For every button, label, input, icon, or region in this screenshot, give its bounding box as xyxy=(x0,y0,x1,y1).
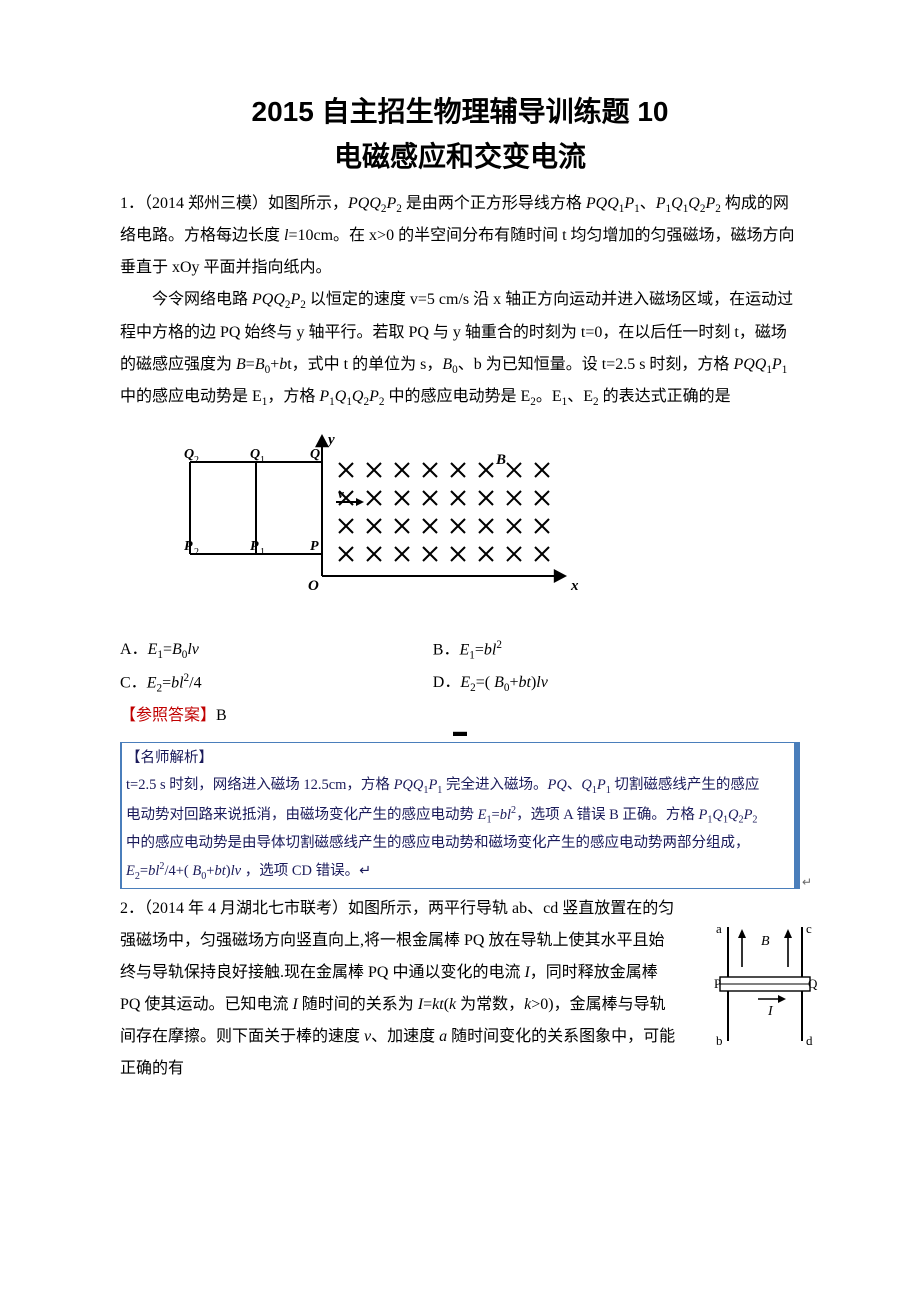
svg-text:P: P xyxy=(184,539,193,554)
q2-figure: a c b d P Q B I xyxy=(710,919,820,1049)
svg-text:P: P xyxy=(310,539,319,554)
svg-text:I: I xyxy=(767,1004,774,1019)
q1-option-d: D．E2=( B0+bt)lv xyxy=(433,667,800,700)
q2-paragraph: 2．（2014 年 4 月湖北七市联考）如图所示，两平行导轨 ab、cd 竖直放… xyxy=(120,893,800,1085)
svg-text:B: B xyxy=(761,934,770,949)
explain-title: 【名师解析】 xyxy=(126,745,790,773)
svg-text:c: c xyxy=(806,921,812,936)
q1-paragraph-1: 1．（2014 郑州三模）如图所示，PQQ2P2 是由两个正方形导线方格 PQQ… xyxy=(120,188,800,285)
svg-text:Q: Q xyxy=(310,447,320,462)
svg-text:Q: Q xyxy=(184,447,194,462)
q1-figure: yxOQ2Q1QP2P1PvB xyxy=(120,426,800,608)
svg-text:x: x xyxy=(570,578,579,594)
svg-text:O: O xyxy=(308,578,319,594)
svg-text:1: 1 xyxy=(260,547,265,558)
svg-text:1: 1 xyxy=(260,455,265,466)
answer-label: 【参照答案】 xyxy=(120,707,216,724)
svg-text:Q: Q xyxy=(808,976,818,991)
svg-text:B: B xyxy=(495,452,506,468)
explain-line-3: 中的感应电动势是由导体切割磁感线产生的感应电动势和磁场变化产生的感应电动势两部分… xyxy=(126,830,790,858)
svg-text:P: P xyxy=(250,539,259,554)
svg-text:b: b xyxy=(716,1033,723,1048)
answer-value: B xyxy=(216,707,227,724)
q1-paragraph-2: 今令网络电路 PQQ2P2 以恒定的速度 v=5 cm/s 沿 x 轴正方向运动… xyxy=(120,284,800,414)
q1-option-c: C．E2=bl2/4 xyxy=(120,667,433,700)
q1-option-b: B．E1=bl2 xyxy=(433,634,800,667)
q1-options: A．E1=B0lv B．E1=bl2 C．E2=bl2/4 D．E2=( B0+… xyxy=(120,634,800,700)
svg-text:Q: Q xyxy=(250,447,260,462)
title-line-2: 电磁感应和交变电流 xyxy=(120,135,800,180)
svg-text:2: 2 xyxy=(194,455,199,466)
svg-text:a: a xyxy=(716,921,722,936)
explain-line-4: E2=bl2/4+( B0+bt)lv ，选项 CD 错误。↵ xyxy=(126,857,790,886)
explain-line-2: 电动势对回路来说抵消，由磁场变化产生的感应电动势 E1=bl2，选项 A 错误 … xyxy=(126,801,790,830)
title-line-1: 2015 自主招生物理辅导训练题 10 xyxy=(120,90,800,135)
q1-option-a: A．E1=B0lv xyxy=(120,634,433,667)
q1-explanation-box: 【名师解析】 t=2.5 s 时刻，网络进入磁场 12.5cm，方格 PQQ1P… xyxy=(120,742,800,889)
svg-text:y: y xyxy=(326,432,335,448)
svg-text:d: d xyxy=(806,1033,813,1048)
svg-text:2: 2 xyxy=(194,547,199,558)
explain-line-1: t=2.5 s 时刻，网络进入磁场 12.5cm，方格 PQQ1P1 完全进入磁… xyxy=(126,772,790,800)
svg-text:P: P xyxy=(714,976,721,991)
